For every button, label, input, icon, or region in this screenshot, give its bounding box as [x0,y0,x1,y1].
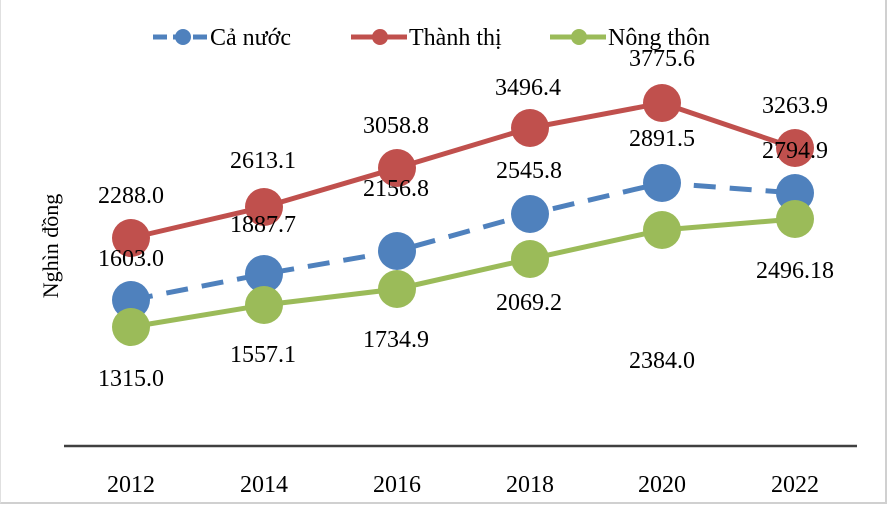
data-point-marker [511,240,549,278]
data-label: 2496.18 [756,258,834,284]
data-label: 1603.0 [98,246,164,272]
x-tick-label: 2018 [506,472,554,498]
series-0 [112,164,814,319]
data-point-marker [378,149,416,187]
data-point-marker [245,255,283,293]
data-labels: 1603.0 1887.7 2156.8 2545.8 2891.5 2794.9 2288… [98,46,834,392]
data-point-marker [511,109,549,147]
data-label: 2384.0 [629,348,695,374]
data-label: 2545.8 [496,158,562,184]
data-point-marker [245,188,283,226]
data-point-marker [643,211,681,249]
legend-label: Thành thị [409,25,502,51]
legend-item-thanh-thi: Thành thị [351,25,502,51]
data-label: 2613.1 [230,148,296,174]
data-point-marker [511,195,549,233]
legend-label: Nông thôn [608,25,710,51]
data-point-marker [245,286,283,324]
legend-marker-icon [571,29,587,45]
data-label: 3058.8 [363,113,429,139]
series-1 [112,84,814,257]
data-point-marker [112,308,150,346]
data-label: 2891.5 [629,126,695,152]
x-tick-label: 2020 [638,472,686,498]
data-point-marker [378,232,416,270]
data-label: 2069.2 [496,290,562,316]
data-label: 3496.4 [495,75,561,101]
legend-label: Cả nước [210,25,291,51]
x-tick-label: 2014 [240,472,288,498]
x-tick-label: 2016 [373,472,421,498]
series-2 [112,200,814,346]
data-label: 2794.9 [762,138,828,164]
data-label: 1734.9 [363,327,429,353]
data-label: 2288.0 [98,183,164,209]
y-axis-label: Nghìn đồng [38,194,63,299]
legend-marker-icon [372,29,388,45]
data-point-marker [643,84,681,122]
x-tick-label: 2022 [771,472,819,498]
data-label: 3263.9 [762,93,828,119]
data-label: 3775.6 [629,46,695,72]
series-line [130,216,796,330]
data-label: 2156.8 [363,176,429,202]
data-label: 1557.1 [230,342,296,368]
data-label: 1887.7 [230,212,296,238]
data-point-marker [776,200,814,238]
data-point-marker [112,281,150,319]
legend: Cả nước Thành thị Nông thôn [153,25,710,51]
data-point-marker [112,219,150,257]
data-point-marker [776,174,814,212]
data-label: 1315.0 [98,366,164,392]
data-point-marker [378,270,416,308]
legend-item-ca-nuoc: Cả nước [153,25,291,51]
data-point-marker [776,129,814,167]
series-line [130,180,796,303]
legend-item-nong-thon: Nông thôn [550,25,710,51]
x-axis-ticks: 2012 2014 2016 2018 2020 2022 [107,472,819,498]
legend-marker-icon [175,29,191,45]
series-layer [112,84,814,346]
x-tick-label: 2012 [107,472,155,498]
series-line [130,100,796,241]
data-point-marker [643,164,681,202]
